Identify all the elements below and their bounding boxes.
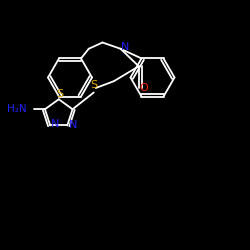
Text: N: N [50,119,59,129]
Text: S: S [91,80,98,90]
Text: O: O [140,83,148,93]
Text: S: S [56,89,64,99]
Text: H₂N: H₂N [6,104,26,114]
Text: N: N [120,42,129,52]
Text: N: N [69,120,77,130]
